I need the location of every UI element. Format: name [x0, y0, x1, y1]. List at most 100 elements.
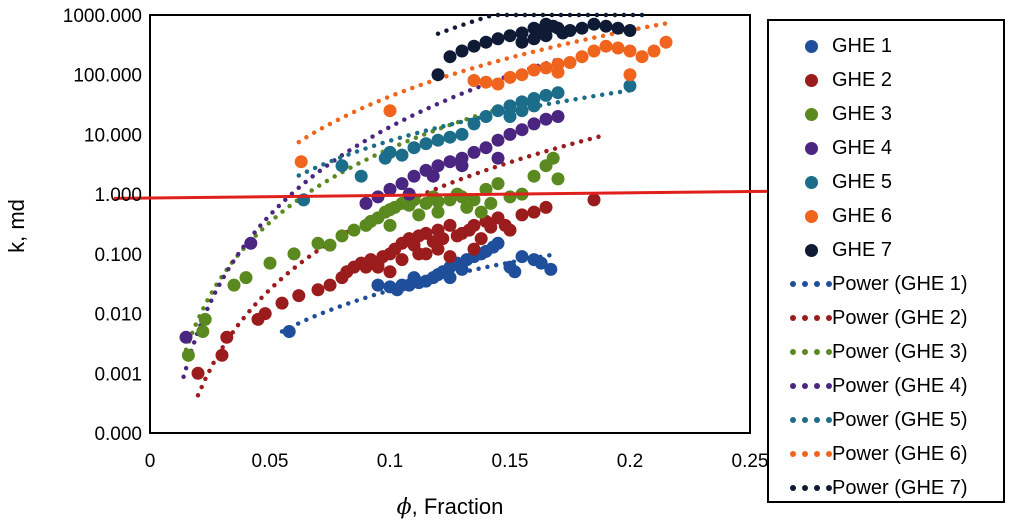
data-point: [292, 289, 306, 303]
data-point: [263, 256, 277, 270]
legend-label: Power (GHE 6): [832, 442, 968, 465]
data-point: [275, 296, 289, 310]
y-axis-title: k, md: [4, 199, 29, 253]
data-point: [491, 32, 505, 46]
data-point: [527, 99, 541, 113]
legend-item: GHE 2: [769, 65, 1003, 95]
legend-dotted-line: [790, 278, 832, 290]
data-point: [354, 169, 368, 183]
legend-item: Power (GHE 3): [769, 337, 1003, 367]
data-point: [282, 325, 296, 338]
data-point: [563, 56, 577, 69]
data-point: [239, 271, 253, 285]
data-point: [467, 145, 481, 159]
data-point: [395, 177, 409, 191]
data-point: [491, 151, 505, 165]
legend-dotted-line: [790, 448, 832, 460]
legend-dotted-line: [790, 414, 832, 426]
data-point: [467, 117, 481, 131]
data-point: [431, 68, 445, 82]
legend-dotted-line: [790, 312, 832, 324]
legend-item: GHE 5: [769, 167, 1003, 197]
y-tick-label: 10.000: [84, 125, 142, 146]
legend-item: GHE 7: [769, 235, 1003, 265]
data-point: [323, 278, 337, 292]
legend-item: Power (GHE 5): [769, 405, 1003, 435]
data-point: [539, 112, 553, 126]
data-point: [599, 39, 613, 53]
data-point: [395, 148, 409, 162]
y-tick-label: 0.001: [94, 364, 142, 385]
data-point: [611, 21, 625, 35]
data-point: [244, 236, 258, 250]
data-point: [436, 232, 450, 246]
data-point: [443, 130, 457, 144]
y-tick-label: 100.000: [73, 66, 142, 87]
data-point: [294, 155, 308, 169]
legend-label: Power (GHE 1): [832, 272, 968, 295]
legend-label: GHE 7: [832, 238, 893, 261]
data-point: [455, 44, 469, 58]
data-point: [383, 145, 397, 159]
data-point: [551, 110, 565, 123]
data-point: [431, 195, 445, 209]
trendline-ghe-6: [296, 20, 671, 145]
legend-label: Power (GHE 4): [832, 374, 968, 397]
legend-label: GHE 4: [832, 136, 893, 159]
data-point: [491, 177, 505, 191]
data-point: [407, 169, 421, 183]
legend-label: Power (GHE 5): [832, 408, 968, 431]
data-point: [431, 205, 445, 219]
data-point: [551, 172, 565, 186]
data-point: [515, 35, 529, 49]
data-point: [220, 330, 234, 344]
x-axis-title-symbol: ϕ: [397, 495, 412, 520]
data-point: [491, 236, 505, 250]
data-point: [443, 155, 457, 169]
data-point: [467, 218, 481, 232]
legend-dotted-line: [790, 482, 832, 494]
series-ghe-2: [191, 193, 601, 380]
legend-item: Power (GHE 4): [769, 371, 1003, 401]
data-point: [335, 229, 349, 243]
data-point: [227, 278, 241, 292]
data-point: [539, 200, 553, 214]
data-point: [551, 65, 565, 79]
reference-line: [113, 189, 779, 200]
data-point: [503, 223, 517, 237]
series-ghe-6: [294, 35, 673, 169]
data-point: [431, 159, 445, 173]
data-point: [635, 50, 649, 64]
legend-item: GHE 4: [769, 133, 1003, 163]
data-point: [515, 68, 529, 82]
data-point: [412, 208, 426, 222]
data-point: [534, 256, 548, 270]
data-point: [503, 29, 517, 43]
data-point: [527, 117, 541, 131]
data-point: [515, 123, 529, 137]
trendline-ghe-4: [181, 55, 566, 380]
data-point: [287, 247, 301, 261]
data-point: [407, 141, 421, 155]
legend-label: GHE 3: [832, 102, 893, 125]
legend-marker: [791, 73, 831, 87]
data-point: [503, 110, 517, 123]
data-point: [484, 196, 498, 210]
data-point: [198, 312, 212, 326]
data-point: [479, 141, 493, 155]
data-point: [443, 250, 457, 264]
data-point: [546, 151, 560, 165]
series-ghe-5: [297, 79, 637, 207]
data-point: [539, 29, 553, 43]
data-point: [503, 70, 517, 84]
data-point: [335, 159, 349, 173]
legend-label: Power (GHE 3): [832, 340, 968, 363]
data-point: [419, 137, 433, 151]
data-point: [191, 366, 205, 380]
data-point: [575, 21, 589, 35]
data-point: [575, 50, 589, 64]
legend-marker: [791, 243, 831, 257]
legend-item: GHE 3: [769, 99, 1003, 129]
data-point: [443, 271, 457, 285]
